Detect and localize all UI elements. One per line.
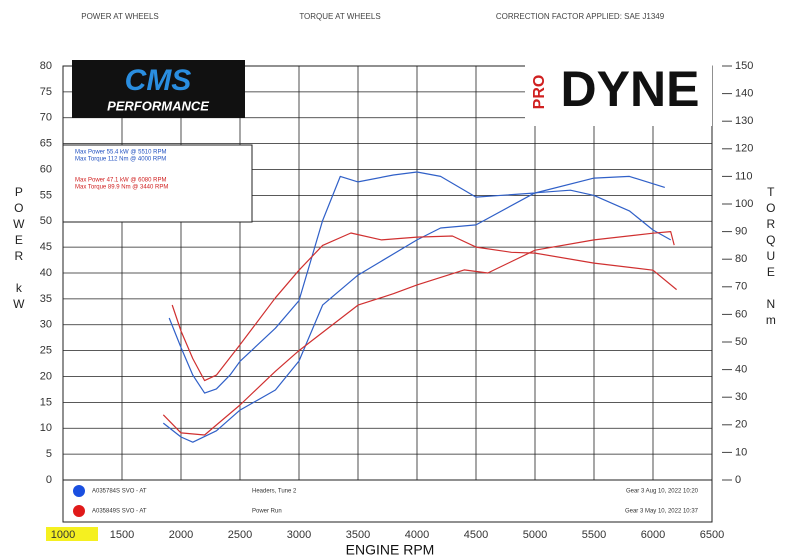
- x-tick-label: 5000: [523, 529, 547, 541]
- y-tick-label: 45: [40, 241, 52, 253]
- series-line: [171, 232, 677, 382]
- y-tick-label: 20: [40, 370, 52, 382]
- legend-text: Headers, Tune 2: [252, 489, 297, 495]
- y2-tick-label: 130: [735, 115, 753, 127]
- x-tick-label: 1000: [51, 529, 75, 541]
- x-tick-label: 3000: [287, 529, 311, 541]
- y2-tick-label: 30: [735, 391, 747, 403]
- logo-box: [72, 60, 245, 118]
- highlight: [46, 527, 98, 541]
- logo-box: [525, 58, 712, 126]
- x-tick-label: 6500: [700, 529, 724, 541]
- x-tick-label: 5500: [582, 529, 606, 541]
- y2-axis-label: TORQUE Nm: [764, 185, 778, 329]
- legend-dot: [73, 505, 85, 517]
- y-tick-label: 60: [40, 163, 52, 175]
- summary-text: Max Power 55.4 kW @ 5510 RPM: [75, 150, 166, 156]
- summary-text: Max Torque 89.9 Nm @ 3440 RPM: [75, 185, 168, 191]
- x-tick-label: 1500: [110, 529, 134, 541]
- y-tick-label: 30: [40, 319, 52, 331]
- summary-text: Max Torque 112 Nm @ 4000 RPM: [75, 157, 166, 163]
- series-line: [162, 189, 671, 443]
- legend-text: A035784S SVO - AT: [92, 489, 147, 495]
- y2-tick-label: 70: [735, 281, 747, 293]
- y-tick-label: 5: [46, 448, 52, 460]
- run-legend-box: [62, 479, 713, 523]
- logo-text: DYNE: [561, 61, 700, 117]
- x-tick-label: 3500: [346, 529, 370, 541]
- y2-tick-label: 80: [735, 253, 747, 265]
- y-tick-label: 80: [40, 60, 52, 72]
- logo-text: PERFORMANCE: [107, 98, 209, 113]
- logo-text: PRO: [531, 75, 548, 110]
- y-tick-label: 15: [40, 396, 52, 408]
- y2-tick-label: 150: [735, 60, 753, 72]
- y-tick-label: 10: [40, 422, 52, 434]
- y2-tick-label: 110: [735, 170, 753, 182]
- legend-text: Gear 3 Aug 10, 2022 10:20: [626, 489, 699, 495]
- x-axis-label: ENGINE RPM: [346, 542, 435, 558]
- y-tick-label: 55: [40, 189, 52, 201]
- x-tick-label: 6000: [641, 529, 665, 541]
- y2-tick-label: 10: [735, 446, 747, 458]
- x-tick-label: 4500: [464, 529, 488, 541]
- summary-box: [62, 144, 253, 223]
- legend-text: Gear 3 May 10, 2022 10:37: [625, 509, 699, 515]
- y-tick-label: 40: [40, 267, 52, 279]
- legend-dot: [73, 485, 85, 497]
- legend-text: A035849S SVO - AT: [92, 509, 147, 515]
- y-tick-label: 65: [40, 138, 52, 150]
- y2-tick-label: 90: [735, 226, 747, 238]
- y-tick-label: 0: [46, 474, 52, 486]
- y2-tick-label: 40: [735, 364, 747, 376]
- x-tick-label: 2000: [169, 529, 193, 541]
- y2-tick-label: 60: [735, 308, 747, 320]
- series-line: [168, 171, 665, 394]
- y2-tick-label: 50: [735, 336, 747, 348]
- y2-tick-label: 0: [735, 474, 741, 486]
- y2-tick-label: 100: [735, 198, 753, 210]
- series-line: [162, 231, 675, 436]
- y2-tick-label: 140: [735, 88, 753, 100]
- header-text: CORRECTION FACTOR APPLIED: SAE J1349: [496, 12, 665, 21]
- y2-tick-label: 20: [735, 419, 747, 431]
- logo-text: CMS: [125, 64, 192, 97]
- y2-tick-label: 120: [735, 143, 753, 155]
- x-tick-label: 4000: [405, 529, 429, 541]
- y-tick-label: 70: [40, 112, 52, 124]
- y-tick-label: 25: [40, 345, 52, 357]
- summary-text: Max Power 47.1 kW @ 6080 RPM: [75, 178, 166, 184]
- y-tick-label: 35: [40, 293, 52, 305]
- legend-text: Power Run: [252, 509, 282, 515]
- header-text: POWER AT WHEELS: [81, 12, 159, 21]
- header-text: TORQUE AT WHEELS: [299, 12, 380, 21]
- y-tick-label: 75: [40, 86, 52, 98]
- y-axis-label: POWER kW: [12, 185, 26, 313]
- x-tick-label: 2500: [228, 529, 252, 541]
- y-tick-label: 50: [40, 215, 52, 227]
